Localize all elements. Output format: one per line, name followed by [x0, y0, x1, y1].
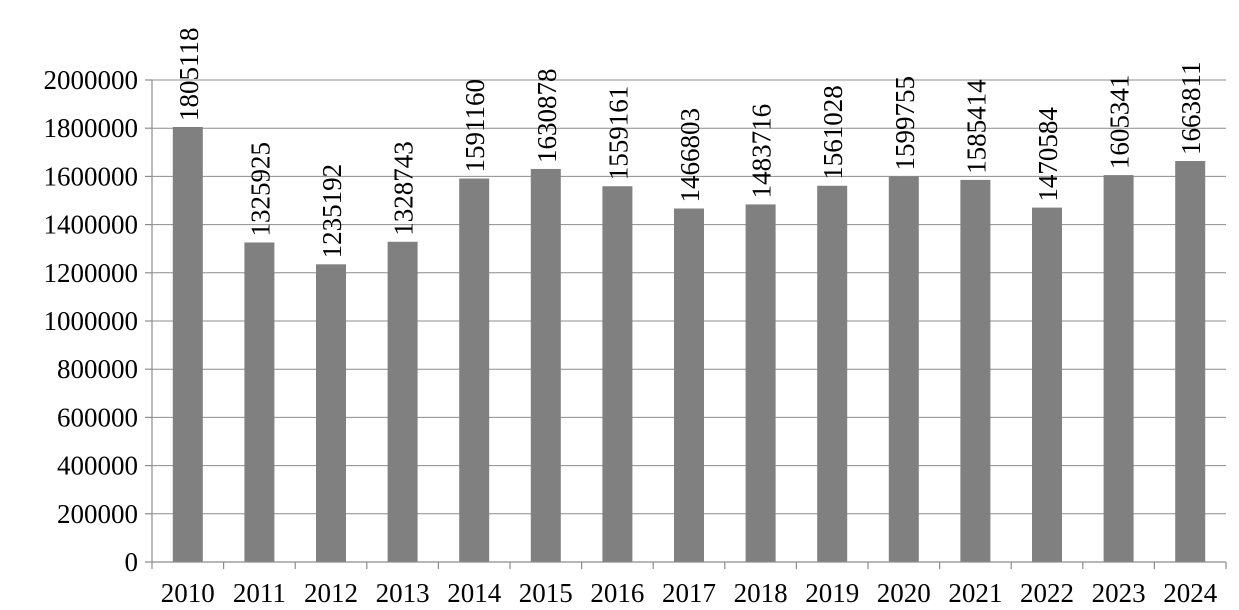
y-tick-label: 1600000 — [44, 161, 139, 191]
bar-2022 — [1032, 207, 1062, 563]
data-label-2016: 1559161 — [603, 86, 633, 181]
y-tick-label: 600000 — [57, 402, 138, 432]
x-tick-label: 2020 — [877, 578, 931, 608]
data-label-2021: 1585414 — [961, 79, 991, 174]
data-label-2020: 1599755 — [890, 76, 920, 171]
y-tick-label: 1800000 — [44, 113, 139, 143]
x-tick-label: 2017 — [662, 578, 716, 608]
bar-2012 — [316, 264, 346, 562]
x-tick-label: 2011 — [233, 578, 286, 608]
bar-2016 — [602, 186, 633, 563]
x-tick-label: 2018 — [734, 578, 788, 608]
x-tick-label: 2015 — [519, 578, 573, 608]
data-label-2017: 1466803 — [675, 108, 705, 203]
data-label-2019: 1561028 — [818, 85, 848, 180]
bar-2017 — [674, 208, 704, 562]
data-label-2011: 1325925 — [245, 142, 275, 237]
bar-2020 — [888, 176, 919, 562]
bar-2021 — [960, 179, 991, 562]
y-tick-label: 0 — [125, 547, 139, 577]
bar-2019 — [817, 185, 848, 563]
bar-2011 — [244, 242, 275, 562]
data-label-2018: 1483716 — [747, 104, 777, 199]
x-tick-label: 2019 — [805, 578, 859, 608]
x-tick-label: 2024 — [1163, 578, 1218, 608]
data-label-2014: 1591160 — [460, 79, 490, 173]
data-label-2023: 1605341 — [1105, 75, 1135, 170]
y-tick-label: 1200000 — [44, 258, 139, 288]
y-tick-label: 400000 — [57, 451, 138, 481]
x-tick-label: 2023 — [1092, 578, 1146, 608]
data-label-2015: 1630878 — [532, 68, 562, 163]
y-tick-label: 2000000 — [44, 65, 139, 95]
y-tick-label: 1000000 — [44, 306, 139, 336]
bar-2010 — [172, 126, 203, 563]
x-tick-label: 2012 — [304, 578, 358, 608]
labels-layer: 0 200000 400000 600000 800000 1000000 1200000 1… — [44, 27, 1218, 608]
x-tick-label: 2016 — [590, 578, 644, 608]
y-tick-label: 800000 — [57, 354, 138, 384]
x-tick-label: 2022 — [1020, 578, 1074, 608]
data-label-2013: 1328743 — [389, 141, 419, 236]
y-tick-label: 200000 — [57, 499, 138, 529]
bars-layer — [172, 126, 1206, 563]
bar-2015 — [530, 168, 561, 562]
x-tick-label: 2010 — [161, 578, 215, 608]
axis-layer — [145, 79, 1227, 569]
data-label-2010: 1805118 — [174, 27, 204, 120]
x-tick-label: 2013 — [376, 578, 430, 608]
x-tick-label: 2014 — [447, 578, 502, 608]
bar-2013 — [387, 241, 418, 562]
bar-2023 — [1103, 175, 1134, 562]
data-label-2022: 1470584 — [1033, 107, 1063, 202]
bar-2024 — [1175, 161, 1206, 562]
y-tick-label: 1400000 — [44, 210, 139, 240]
bar-2018 — [745, 204, 776, 562]
data-label-2012: 1235192 — [317, 164, 347, 259]
x-tick-label: 2021 — [948, 578, 1002, 608]
data-label-2024: 1663811 — [1176, 62, 1206, 156]
bar-2014 — [459, 178, 490, 562]
